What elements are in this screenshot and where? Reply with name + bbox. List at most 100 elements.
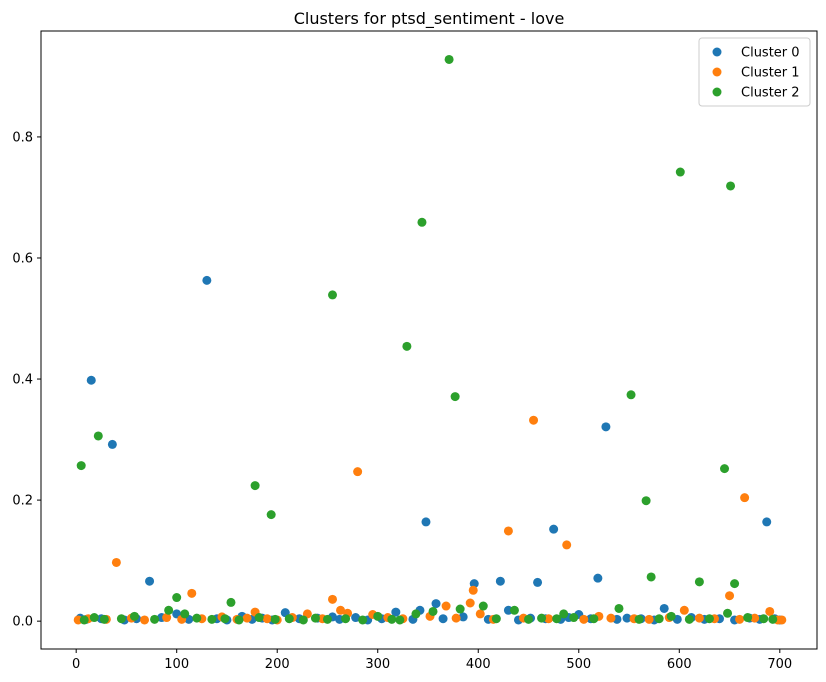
x-tick-label: 0: [72, 657, 80, 672]
data-point-cluster-2: [172, 593, 182, 603]
data-point-cluster-2: [694, 577, 704, 587]
data-point-cluster-2: [164, 605, 174, 615]
data-point-cluster-2: [226, 597, 236, 607]
legend-label: Cluster 2: [741, 86, 800, 101]
data-point-cluster-2: [614, 603, 624, 613]
data-point-cluster-0: [391, 607, 401, 617]
data-point-cluster-2: [444, 54, 454, 64]
data-point-cluster-1: [740, 493, 750, 503]
y-tick-label: 0.8: [12, 130, 33, 145]
data-point-cluster-1: [328, 594, 338, 604]
chart-title: Clusters for ptsd_sentiment - love: [294, 9, 565, 29]
data-point-cluster-1: [606, 613, 616, 623]
y-tick-label: 0.0: [12, 615, 33, 630]
data-point-cluster-0: [601, 422, 611, 432]
legend-marker: [712, 67, 722, 77]
data-point-cluster-0: [351, 613, 361, 623]
data-point-cluster-2: [284, 614, 294, 624]
data-point-cluster-2: [768, 614, 778, 624]
data-point-cluster-2: [150, 614, 160, 624]
data-point-cluster-2: [99, 614, 109, 624]
data-point-cluster-2: [491, 614, 501, 624]
data-point-cluster-2: [730, 579, 740, 589]
data-point-cluster-2: [569, 613, 579, 623]
data-point-cluster-2: [726, 181, 736, 191]
data-point-cluster-0: [145, 576, 155, 586]
data-point-cluster-0: [438, 614, 448, 624]
x-axis: 0 100 200 300 400 500 600 700: [72, 649, 792, 672]
data-point-cluster-1: [644, 614, 654, 624]
data-point-cluster-2: [322, 614, 332, 624]
data-point-cluster-2: [250, 481, 260, 491]
data-point-cluster-2: [559, 609, 569, 619]
data-point-cluster-2: [646, 572, 656, 582]
data-point-cluster-2: [79, 615, 89, 625]
data-point-cluster-1: [111, 557, 121, 567]
data-point-cluster-2: [207, 614, 217, 624]
data-point-cluster-1: [187, 588, 197, 598]
data-point-cluster-2: [411, 609, 421, 619]
y-tick-label: 0.6: [12, 251, 33, 266]
data-point-cluster-1: [579, 614, 589, 624]
y-tick-label: 0.4: [12, 373, 33, 388]
legend-marker: [712, 87, 722, 97]
data-point-cluster-2: [478, 601, 488, 611]
data-point-cluster-2: [116, 614, 126, 624]
data-point-cluster-1: [750, 613, 760, 623]
data-point-cluster-2: [455, 604, 465, 614]
plot-frame: [40, 30, 818, 650]
data-point-cluster-0: [469, 579, 479, 589]
data-point-cluster-2: [328, 290, 338, 300]
data-point-cluster-1: [544, 614, 554, 624]
data-point-cluster-1: [465, 598, 475, 608]
data-point-cluster-2: [270, 614, 280, 624]
data-point-cluster-1: [353, 467, 363, 477]
data-point-cluster-2: [704, 614, 714, 624]
data-point-cluster-2: [93, 431, 103, 441]
data-point-cluster-2: [358, 615, 368, 625]
data-point-cluster-0: [593, 573, 603, 583]
data-point-cluster-0: [762, 517, 772, 527]
data-point-cluster-2: [180, 609, 190, 619]
data-point-cluster-2: [129, 611, 139, 621]
y-axis: 0.0 0.2 0.4 0.6 0.8: [12, 130, 41, 630]
data-point-cluster-0: [659, 603, 669, 613]
x-tick-label: 600: [667, 657, 692, 672]
data-point-cluster-1: [735, 614, 745, 624]
data-point-cluster-2: [720, 464, 730, 474]
data-point-cluster-2: [76, 461, 86, 471]
data-point-cluster-1: [468, 585, 478, 595]
data-point-cluster-2: [395, 615, 405, 625]
x-tick-label: 300: [365, 657, 390, 672]
data-point-cluster-2: [626, 390, 636, 400]
data-point-cluster-2: [524, 614, 534, 624]
data-point-cluster-1: [262, 614, 272, 624]
x-tick-label: 100: [164, 657, 189, 672]
legend-marker: [712, 47, 722, 57]
data-point-cluster-0: [202, 275, 212, 285]
data-point-cluster-2: [387, 614, 397, 624]
data-point-cluster-1: [441, 601, 451, 611]
data-point-cluster-2: [192, 613, 202, 623]
data-point-cluster-1: [475, 609, 485, 619]
data-point-cluster-1: [503, 526, 513, 536]
x-tick-label: 700: [767, 657, 792, 672]
data-point-cluster-2: [684, 614, 694, 624]
x-tick-label: 200: [265, 657, 290, 672]
data-point-cluster-1: [765, 606, 775, 616]
data-point-cluster-0: [533, 577, 543, 587]
data-point-cluster-2: [552, 614, 562, 624]
data-point-cluster-1: [140, 615, 150, 625]
x-tick-label: 400: [466, 657, 491, 672]
data-point-cluster-0: [107, 439, 117, 449]
data-point-cluster-2: [89, 613, 99, 623]
data-point-cluster-2: [266, 510, 276, 520]
data-point-cluster-1: [562, 540, 572, 550]
data-point-cluster-2: [450, 392, 460, 402]
data-points: [73, 54, 787, 625]
data-point-cluster-2: [634, 614, 644, 624]
data-point-cluster-1: [679, 605, 689, 615]
data-point-cluster-2: [641, 496, 651, 506]
data-point-cluster-1: [336, 605, 346, 615]
